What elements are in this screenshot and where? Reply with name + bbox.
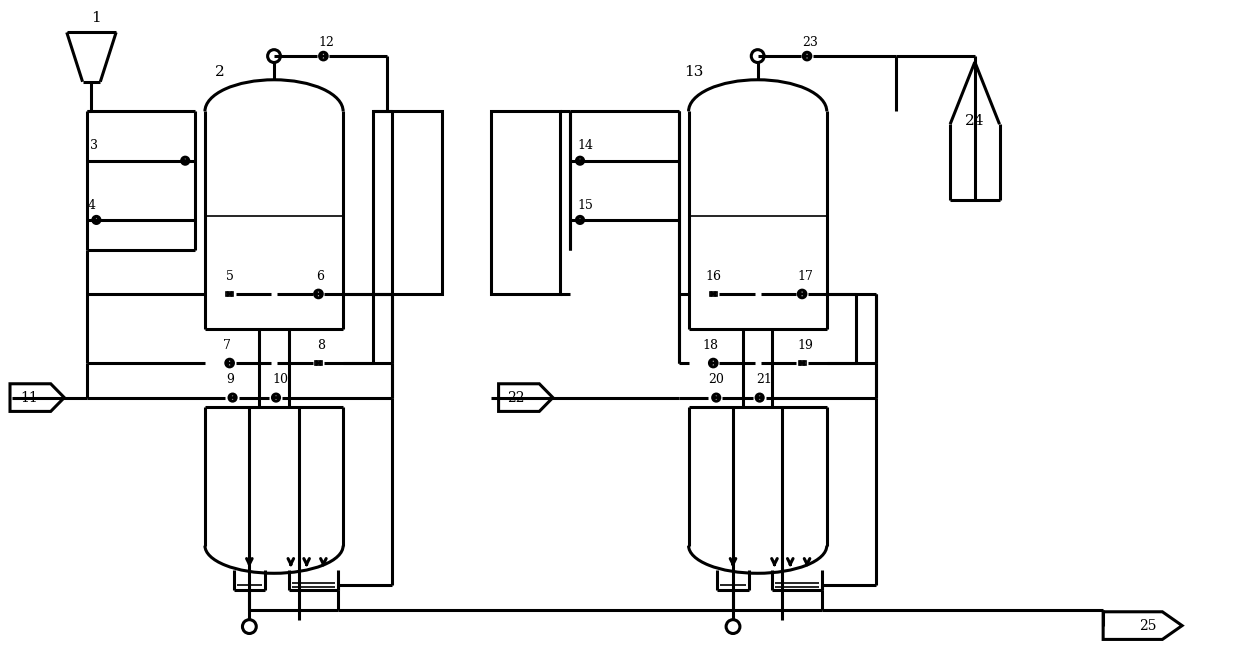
Bar	[491, 111, 560, 294]
Polygon shape	[807, 53, 810, 59]
Text: 5: 5	[225, 269, 234, 283]
Polygon shape	[757, 395, 760, 400]
Polygon shape	[498, 384, 553, 411]
Polygon shape	[318, 361, 321, 365]
Bar	[710, 292, 717, 296]
Text: 23: 23	[802, 35, 818, 49]
Polygon shape	[233, 395, 235, 400]
Text: 9: 9	[227, 373, 234, 386]
Polygon shape	[716, 395, 719, 400]
Text: 11: 11	[20, 391, 38, 405]
Polygon shape	[710, 360, 714, 366]
Polygon shape	[94, 217, 97, 223]
Polygon shape	[321, 53, 323, 59]
Polygon shape	[580, 158, 582, 164]
Polygon shape	[323, 53, 326, 59]
Circle shape	[273, 394, 280, 401]
Polygon shape	[580, 217, 582, 223]
Polygon shape	[185, 158, 188, 164]
Polygon shape	[230, 395, 233, 400]
Text: 6: 6	[316, 269, 325, 283]
Polygon shape	[97, 217, 99, 223]
Circle shape	[229, 394, 237, 401]
Text: 25: 25	[1139, 619, 1156, 633]
Text: 20: 20	[709, 373, 724, 386]
Polygon shape	[318, 291, 321, 297]
Polygon shape	[711, 292, 714, 296]
Circle shape	[756, 394, 763, 401]
Text: 15: 15	[577, 198, 593, 212]
Circle shape	[712, 394, 720, 401]
Circle shape	[726, 620, 740, 633]
Polygon shape	[802, 291, 805, 297]
Polygon shape	[800, 361, 802, 365]
Polygon shape	[1103, 612, 1182, 639]
Circle shape	[798, 290, 805, 298]
Bar	[315, 361, 322, 365]
Polygon shape	[577, 217, 580, 223]
Circle shape	[710, 359, 717, 367]
Polygon shape	[229, 360, 233, 366]
Text: 21: 21	[757, 373, 773, 386]
Polygon shape	[274, 395, 276, 400]
Text: 24: 24	[965, 114, 985, 128]
Polygon shape	[799, 291, 802, 297]
Polygon shape	[10, 384, 64, 411]
Circle shape	[576, 216, 584, 223]
Polygon shape	[182, 158, 185, 164]
Polygon shape	[802, 361, 804, 365]
Text: 2: 2	[214, 65, 224, 79]
Circle shape	[225, 359, 233, 367]
Text: 22: 22	[507, 391, 524, 405]
Circle shape	[315, 290, 322, 298]
Circle shape	[182, 157, 188, 164]
Polygon shape	[316, 291, 318, 297]
Text: 10: 10	[271, 373, 287, 386]
Text: 8: 8	[317, 339, 326, 351]
Bar	[373, 111, 442, 294]
Text: 3: 3	[90, 139, 98, 152]
Polygon shape	[228, 292, 229, 296]
Polygon shape	[229, 292, 232, 296]
Polygon shape	[276, 395, 279, 400]
Text: 4: 4	[88, 198, 95, 212]
Circle shape	[751, 50, 764, 62]
Circle shape	[93, 216, 100, 223]
Circle shape	[576, 157, 584, 164]
Bar	[799, 361, 805, 365]
Polygon shape	[577, 158, 580, 164]
Text: 12: 12	[318, 35, 335, 49]
Polygon shape	[714, 360, 716, 366]
Text: 19: 19	[797, 339, 813, 351]
Circle shape	[268, 50, 280, 62]
Polygon shape	[804, 53, 807, 59]
Polygon shape	[714, 395, 716, 400]
Circle shape	[320, 53, 327, 60]
Polygon shape	[316, 361, 318, 365]
Polygon shape	[714, 292, 715, 296]
Polygon shape	[760, 395, 762, 400]
Text: 14: 14	[577, 139, 593, 152]
Bar	[225, 292, 233, 296]
Text: 13: 13	[684, 65, 704, 79]
Text: 7: 7	[223, 339, 230, 351]
Text: 1: 1	[92, 11, 102, 24]
Circle shape	[243, 620, 256, 633]
Text: 18: 18	[703, 339, 719, 351]
Text: 16: 16	[705, 269, 721, 283]
Circle shape	[803, 53, 810, 60]
Text: 17: 17	[797, 269, 813, 283]
Polygon shape	[227, 360, 229, 366]
